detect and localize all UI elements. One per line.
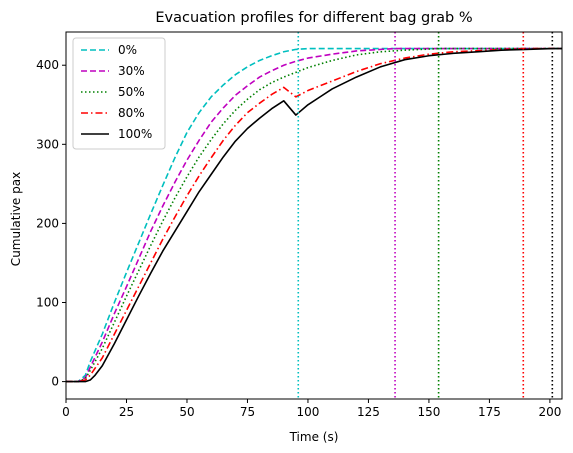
x-tick-label-4: 100 [296, 405, 319, 419]
x-tick-label-6: 150 [417, 405, 440, 419]
legend-label-0: 0% [118, 43, 137, 57]
series-line-3 [66, 47, 562, 383]
series-line-2 [66, 47, 562, 383]
legend-label-1: 30% [118, 64, 145, 78]
y-axis-label: Cumulative pax [9, 172, 23, 266]
legend: 0% 30% 50% 80% 100% [72, 37, 166, 150]
y-tick-label-0: 0 [51, 375, 59, 389]
end-time-lines [297, 32, 554, 399]
x-tick-label-7: 175 [478, 405, 501, 419]
x-tick-label-3: 75 [240, 405, 255, 419]
x-tick-label-8: 200 [538, 405, 561, 419]
legend-label-3: 80% [118, 106, 145, 120]
series-line-0 [66, 47, 562, 383]
x-axis-ticks: 0 25 50 75 100 125 150 175 200 [62, 399, 561, 419]
series-layer [66, 47, 562, 383]
plot-frame [65, 31, 563, 400]
y-tick-label-2: 200 [36, 216, 59, 230]
x-tick-label-1: 25 [119, 405, 134, 419]
x-tick-label-5: 125 [357, 405, 380, 419]
chart-title: Evacuation profiles for different bag gr… [155, 10, 472, 26]
y-tick-label-1: 100 [36, 296, 59, 310]
y-tick-label-3: 300 [36, 137, 59, 151]
x-axis-label: Time (s) [289, 430, 339, 444]
legend-box [72, 37, 166, 150]
x-tick-label-0: 0 [62, 405, 70, 419]
series-line-4 [66, 47, 562, 383]
y-tick-label-4: 400 [36, 58, 59, 72]
y-axis-ticks: 0 100 200 300 400 [36, 58, 66, 389]
x-tick-label-2: 50 [179, 405, 194, 419]
legend-label-2: 50% [118, 85, 145, 99]
legend-label-4: 100% [118, 127, 152, 141]
